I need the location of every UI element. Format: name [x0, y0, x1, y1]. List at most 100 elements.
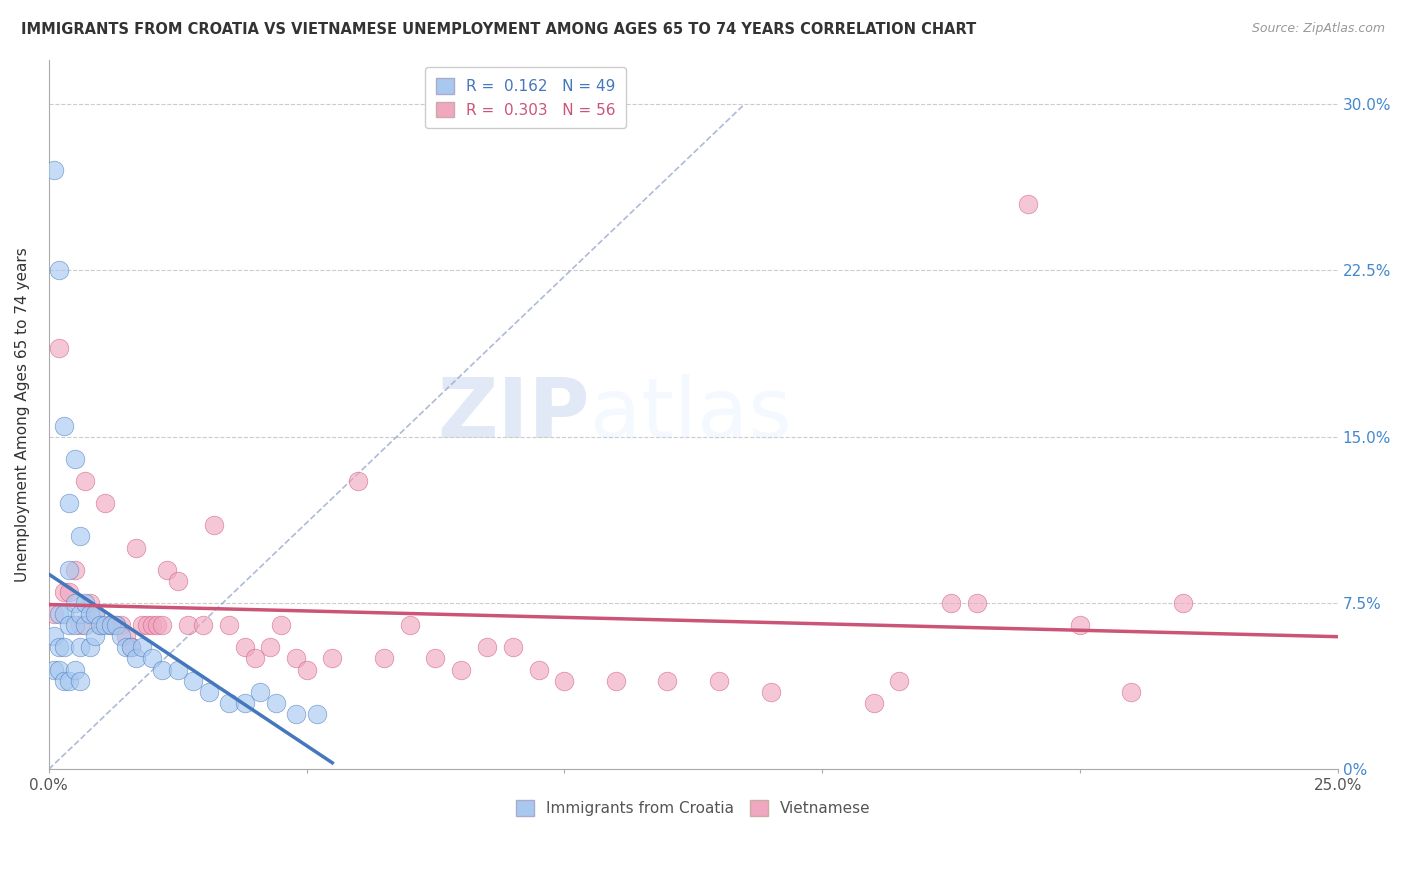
Point [295, 663, 318, 677]
Point [42, 607, 65, 621]
Point [193, 618, 215, 632]
Point [53, 418, 76, 433]
Point [58, 496, 80, 510]
Point [131, 618, 153, 632]
Point [73, 474, 96, 488]
Point [249, 684, 271, 698]
Point [125, 541, 148, 555]
Point [42, 629, 65, 643]
Point [264, 696, 287, 710]
Point [84, 607, 107, 621]
Point [553, 673, 575, 688]
Point [141, 651, 163, 665]
Point [218, 618, 240, 632]
Point [966, 596, 988, 610]
Point [177, 618, 200, 632]
Point [58, 563, 80, 577]
Point [243, 651, 266, 665]
Point [58, 673, 80, 688]
Point [450, 663, 472, 677]
Point [115, 640, 138, 655]
Point [48, 640, 70, 655]
Point [79, 596, 101, 610]
Point [131, 640, 153, 655]
Point [759, 684, 782, 698]
Text: IMMIGRANTS FROM CROATIA VS VIETNAMESE UNEMPLOYMENT AMONG AGES 65 TO 74 YEARS COR: IMMIGRANTS FROM CROATIA VS VIETNAMESE UN… [21, 22, 976, 37]
Point [69, 673, 91, 688]
Point [63, 618, 86, 632]
Point [48, 341, 70, 355]
Point [939, 596, 962, 610]
Point [166, 663, 188, 677]
Point [398, 618, 420, 632]
Point [1069, 618, 1091, 632]
Point [104, 618, 127, 632]
Point [285, 651, 308, 665]
Point [657, 673, 679, 688]
Point [53, 640, 76, 655]
Point [270, 618, 292, 632]
Point [502, 640, 524, 655]
Point [202, 518, 225, 533]
Point [166, 574, 188, 588]
Point [110, 618, 132, 632]
Point [42, 663, 65, 677]
Point [63, 596, 86, 610]
Point [69, 607, 91, 621]
Point [84, 629, 107, 643]
Point [69, 529, 91, 543]
Point [48, 607, 70, 621]
Point [373, 651, 395, 665]
Point [1171, 596, 1194, 610]
Point [321, 651, 343, 665]
Point [94, 618, 117, 632]
Point [156, 563, 179, 577]
Point [707, 673, 730, 688]
Point [120, 640, 142, 655]
Point [475, 640, 498, 655]
Point [233, 696, 256, 710]
Point [58, 618, 80, 632]
Point [48, 263, 70, 277]
Point [84, 607, 107, 621]
Point [63, 563, 86, 577]
Point [259, 640, 281, 655]
Point [1121, 684, 1143, 698]
Point [141, 618, 163, 632]
Point [150, 663, 173, 677]
Point [100, 618, 122, 632]
Point [89, 618, 111, 632]
Text: Source: ZipAtlas.com: Source: ZipAtlas.com [1251, 22, 1385, 36]
Point [53, 585, 76, 599]
Point [889, 673, 911, 688]
Point [94, 496, 117, 510]
Point [53, 607, 76, 621]
Point [63, 451, 86, 466]
Point [115, 629, 138, 643]
Point [285, 706, 308, 721]
Y-axis label: Unemployment Among Ages 65 to 74 years: Unemployment Among Ages 65 to 74 years [15, 247, 30, 582]
Point [100, 618, 122, 632]
Point [135, 618, 157, 632]
Point [120, 640, 142, 655]
Point [305, 706, 328, 721]
Point [53, 673, 76, 688]
Point [42, 163, 65, 178]
Point [347, 474, 370, 488]
Text: atlas: atlas [591, 374, 792, 455]
Point [63, 663, 86, 677]
Point [125, 651, 148, 665]
Text: ZIP: ZIP [437, 374, 591, 455]
Point [69, 618, 91, 632]
Point [79, 640, 101, 655]
Point [73, 596, 96, 610]
Point [89, 618, 111, 632]
Point [150, 618, 173, 632]
Point [605, 673, 627, 688]
Point [48, 663, 70, 677]
Point [527, 663, 550, 677]
Point [218, 696, 240, 710]
Point [79, 607, 101, 621]
Point [58, 585, 80, 599]
Point [197, 684, 219, 698]
